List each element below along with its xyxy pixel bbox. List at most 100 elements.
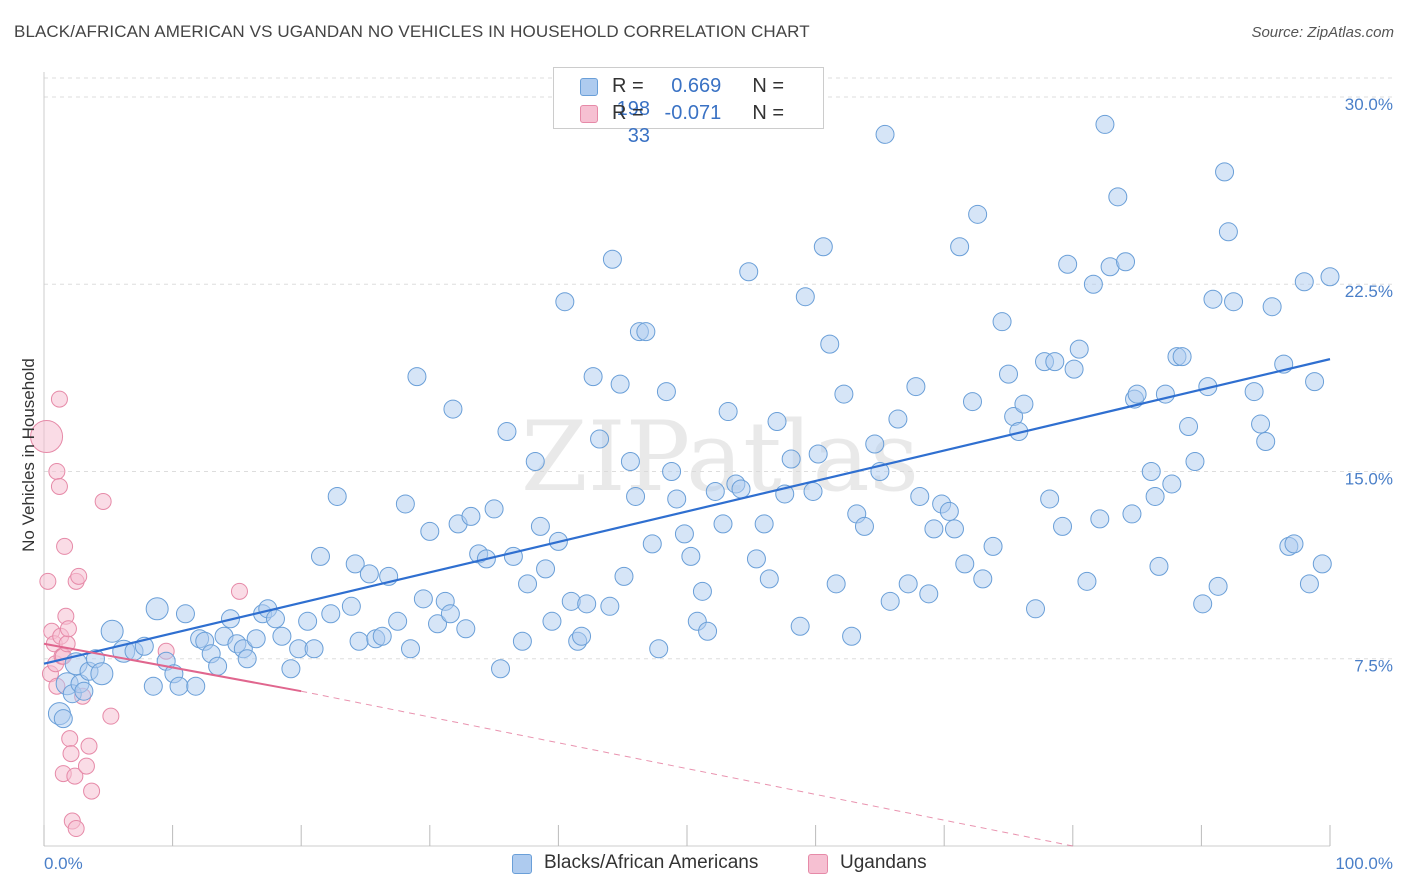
data-point-blacks <box>272 626 292 646</box>
data-point-blacks <box>1108 187 1128 207</box>
data-point-blacks <box>237 649 257 669</box>
trend-line-ugandans-extension <box>301 690 1073 847</box>
r-value: 0.669 <box>671 75 722 97</box>
data-point-ugandans <box>66 767 84 785</box>
data-point-blacks <box>1069 339 1089 359</box>
data-point-blacks <box>1203 289 1223 309</box>
data-point-blacks <box>536 559 556 579</box>
data-point-blacks <box>1299 574 1319 594</box>
data-point-blacks <box>1149 556 1169 576</box>
data-point-blacks <box>1083 274 1103 294</box>
pink-swatch <box>580 105 598 123</box>
data-point-blacks <box>265 609 285 629</box>
data-point-blacks <box>456 619 476 639</box>
r-label: R = <box>612 102 644 124</box>
y-tick-label: 30.0% <box>1345 95 1393 114</box>
data-point-blacks <box>525 451 545 471</box>
data-point-blacks <box>731 479 751 499</box>
data-point-blacks <box>1312 554 1332 574</box>
data-point-blacks <box>1256 432 1276 452</box>
data-point-blacks <box>590 429 610 449</box>
data-point-ugandans <box>80 737 98 755</box>
data-point-blacks <box>443 399 463 419</box>
data-point-blacks <box>388 611 408 631</box>
source-label: Source: ZipAtlas.com <box>1251 24 1394 41</box>
data-point-blacks <box>304 639 324 659</box>
data-point-blacks <box>512 631 532 651</box>
data-point-blacks <box>875 124 895 144</box>
data-point-blacks <box>906 377 926 397</box>
data-point-blacks <box>674 524 694 544</box>
legend-row-ugandans: R = -0.071 N = 33 <box>554 100 823 147</box>
trend-line-blacks <box>43 358 1331 665</box>
x-tick-labels: 0.0% 100.0% <box>44 854 1393 873</box>
data-point-blacks <box>614 566 634 586</box>
data-point-blacks <box>973 569 993 589</box>
data-point-blacks <box>790 616 810 636</box>
data-point-blacks <box>1262 297 1282 317</box>
data-point-blacks <box>754 514 774 534</box>
data-point-blacks <box>888 409 908 429</box>
data-point-blacks <box>143 676 163 696</box>
data-point-blacks <box>602 249 622 269</box>
data-point-blacks <box>746 549 766 569</box>
y-tick-label: 7.5% <box>1354 657 1393 676</box>
data-point-blacks <box>1284 534 1304 554</box>
data-point-blacks <box>919 584 939 604</box>
data-point-blacks <box>53 709 73 729</box>
x-tick-label: 0.0% <box>44 854 83 873</box>
data-point-blacks <box>484 499 504 519</box>
legend-label: Ugandans <box>840 852 927 873</box>
data-point-blacks <box>1145 486 1165 506</box>
data-point-ugandans <box>102 707 120 725</box>
data-point-blacks <box>440 604 460 624</box>
data-point-blacks <box>1185 451 1205 471</box>
data-point-blacks <box>713 514 733 534</box>
data-point-blacks <box>1090 509 1110 529</box>
data-point-blacks <box>542 611 562 631</box>
data-point-blacks <box>820 334 840 354</box>
data-point-blacks <box>600 596 620 616</box>
data-point-blacks <box>327 486 347 506</box>
data-point-blacks <box>145 597 169 621</box>
data-point-ugandans <box>61 730 79 748</box>
data-point-ugandans <box>59 620 77 638</box>
data-point-blacks <box>662 461 682 481</box>
n-label: N = <box>752 102 785 124</box>
data-point-ugandans <box>83 782 101 800</box>
data-point-blacks <box>642 534 662 554</box>
data-point-blacks <box>718 402 738 422</box>
data-point-blacks <box>169 676 189 696</box>
n-label: N = <box>752 75 785 97</box>
data-point-blacks <box>74 681 94 701</box>
data-point-blacks <box>1122 504 1142 524</box>
data-point-blacks <box>372 626 392 646</box>
data-point-blacks <box>572 626 592 646</box>
data-point-blacks <box>530 516 550 536</box>
data-point-blacks <box>401 639 421 659</box>
data-point-blacks <box>1251 414 1271 434</box>
data-point-blacks <box>759 569 779 589</box>
data-point-blacks <box>924 519 944 539</box>
data-point-ugandans <box>230 582 248 600</box>
axes <box>43 72 1331 847</box>
data-point-blacks <box>880 591 900 611</box>
series-legend: Blacks/African Americans Ugandans <box>0 850 1406 880</box>
data-point-blacks <box>656 382 676 402</box>
data-point-blacks <box>1053 516 1073 536</box>
data-point-blacks <box>345 554 365 574</box>
trend-lines <box>43 358 1331 847</box>
blue-swatch <box>512 854 532 874</box>
data-point-blacks <box>1305 372 1325 392</box>
data-point-blacks <box>910 486 930 506</box>
data-point-blacks <box>90 662 114 686</box>
data-point-blacks <box>1058 254 1078 274</box>
data-point-blacks <box>950 237 970 257</box>
data-point-blacks <box>667 489 687 509</box>
data-point-blacks <box>826 574 846 594</box>
data-point-blacks <box>1294 272 1314 292</box>
data-point-blacks <box>1179 417 1199 437</box>
data-point-blacks <box>497 422 517 442</box>
n-value: 198 <box>616 98 650 120</box>
data-point-blacks <box>1127 384 1147 404</box>
